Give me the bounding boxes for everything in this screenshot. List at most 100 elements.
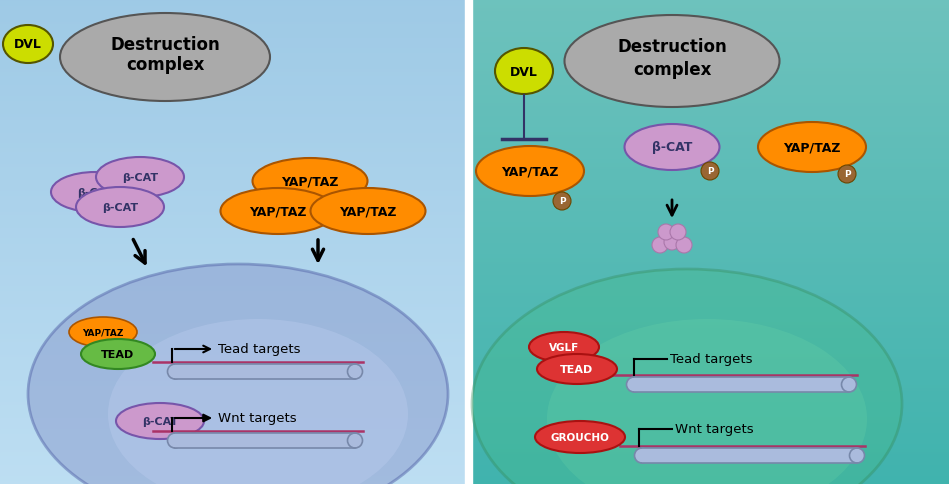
- Bar: [472, 278, 949, 279]
- Bar: [472, 2, 949, 3]
- Bar: [0, 251, 465, 252]
- Bar: [472, 148, 949, 149]
- Bar: [0, 42, 465, 43]
- Bar: [472, 86, 949, 87]
- Bar: [472, 475, 949, 476]
- Bar: [472, 258, 949, 259]
- Bar: [472, 268, 949, 269]
- Bar: [472, 384, 949, 385]
- Bar: [472, 159, 949, 160]
- Bar: [472, 103, 949, 104]
- Bar: [0, 149, 465, 150]
- Bar: [0, 9, 465, 10]
- Bar: [472, 244, 949, 245]
- Bar: [472, 32, 949, 33]
- Bar: [472, 385, 949, 386]
- Bar: [0, 94, 465, 95]
- Bar: [0, 427, 465, 428]
- Bar: [0, 18, 465, 19]
- Bar: [472, 205, 949, 206]
- Bar: [472, 420, 949, 421]
- Bar: [472, 411, 949, 412]
- Bar: [0, 408, 465, 409]
- Bar: [472, 3, 949, 4]
- Text: β-CAT: β-CAT: [121, 173, 158, 182]
- Bar: [472, 90, 949, 91]
- Bar: [0, 39, 465, 40]
- Bar: [472, 57, 949, 58]
- Bar: [0, 164, 465, 165]
- Bar: [0, 43, 465, 44]
- Bar: [472, 251, 949, 252]
- Ellipse shape: [626, 377, 642, 392]
- Bar: [0, 176, 465, 177]
- Bar: [0, 29, 465, 30]
- Bar: [0, 397, 465, 398]
- Bar: [0, 329, 465, 330]
- Text: complex: complex: [126, 56, 204, 74]
- Bar: [0, 356, 465, 357]
- Bar: [472, 146, 949, 147]
- Bar: [0, 132, 465, 133]
- Bar: [0, 123, 465, 124]
- Bar: [0, 135, 465, 136]
- Bar: [0, 351, 465, 352]
- Bar: [0, 178, 465, 179]
- Bar: [472, 75, 949, 76]
- Bar: [472, 403, 949, 404]
- Bar: [0, 471, 465, 472]
- Text: GROUCHO: GROUCHO: [550, 432, 609, 442]
- Bar: [472, 298, 949, 300]
- Bar: [472, 203, 949, 204]
- Bar: [472, 296, 949, 297]
- Bar: [0, 6, 465, 7]
- Bar: [472, 182, 949, 183]
- Bar: [472, 106, 949, 107]
- Bar: [472, 45, 949, 46]
- Bar: [0, 196, 465, 197]
- Bar: [472, 350, 949, 351]
- Bar: [472, 130, 949, 131]
- Bar: [472, 308, 949, 309]
- Bar: [0, 87, 465, 88]
- Text: complex: complex: [633, 61, 711, 79]
- Bar: [472, 292, 949, 293]
- Bar: [0, 411, 465, 412]
- Bar: [0, 279, 465, 280]
- Ellipse shape: [537, 354, 617, 384]
- Bar: [0, 35, 465, 36]
- Text: YAP/TAZ: YAP/TAZ: [250, 205, 307, 218]
- Bar: [0, 440, 465, 441]
- Bar: [472, 271, 949, 272]
- Bar: [0, 24, 465, 25]
- Bar: [0, 285, 465, 286]
- Bar: [472, 226, 949, 227]
- Bar: [0, 133, 465, 134]
- Bar: [472, 190, 949, 191]
- Bar: [0, 114, 465, 115]
- Bar: [0, 328, 465, 329]
- Bar: [0, 325, 465, 326]
- Bar: [0, 335, 465, 336]
- Bar: [0, 84, 465, 85]
- Bar: [0, 342, 465, 343]
- Bar: [472, 400, 949, 401]
- Bar: [0, 21, 465, 22]
- Bar: [0, 260, 465, 261]
- Bar: [472, 309, 949, 310]
- Bar: [0, 193, 465, 194]
- Bar: [0, 4, 465, 5]
- Bar: [472, 429, 949, 430]
- Bar: [472, 141, 949, 142]
- Bar: [0, 187, 465, 188]
- Bar: [472, 95, 949, 96]
- Bar: [0, 370, 465, 371]
- Bar: [0, 345, 465, 346]
- Bar: [0, 421, 465, 422]
- Bar: [0, 56, 465, 57]
- Bar: [0, 82, 465, 83]
- Bar: [0, 393, 465, 394]
- Bar: [0, 464, 465, 465]
- Bar: [0, 190, 465, 191]
- Bar: [472, 297, 949, 298]
